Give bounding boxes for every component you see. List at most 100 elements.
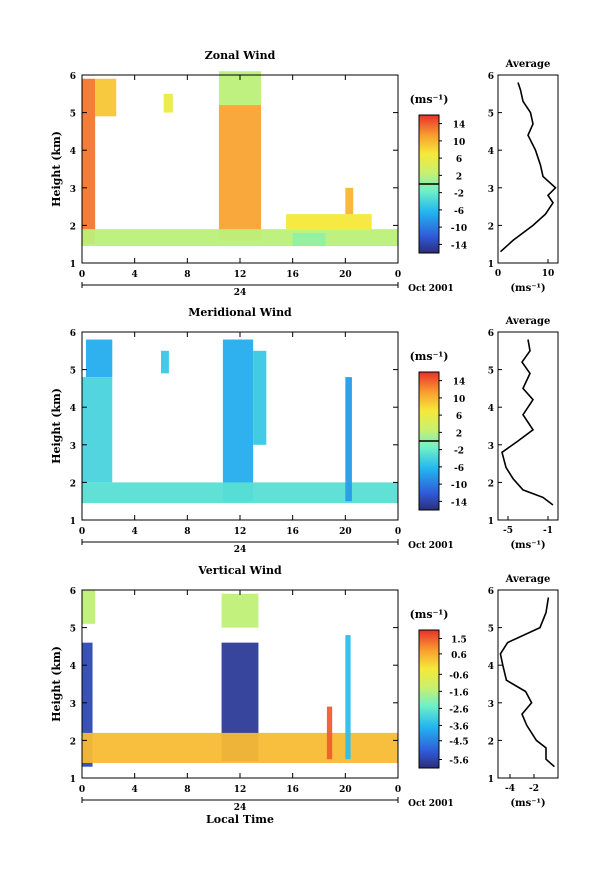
x-axis-title: Local Time xyxy=(206,813,274,826)
colorbar-tick-label: 14 xyxy=(453,378,466,388)
colorbar-tick-label: -0.6 xyxy=(449,671,468,681)
colorbar-tick-label: 1.5 xyxy=(451,636,467,646)
colorbar xyxy=(418,629,440,769)
profile-line xyxy=(499,82,557,253)
y-tick-label: 4 xyxy=(70,662,76,672)
heatmap-cell xyxy=(161,350,169,374)
profile-y-tick-label: 1 xyxy=(488,260,494,270)
y-tick-label: 2 xyxy=(70,479,76,489)
colorbar-tick-label: -2 xyxy=(454,190,464,200)
colorbar-tick-label: 14 xyxy=(453,121,466,131)
profile-frame xyxy=(497,74,559,264)
colorbar-tick-label: -14 xyxy=(451,498,467,508)
colorbar-tick-label: -2.6 xyxy=(449,705,468,715)
day-label: 24 xyxy=(234,803,247,813)
colorbar-tick-label: -10 xyxy=(451,224,467,234)
colorbar-tick-label: -14 xyxy=(451,241,467,251)
x-tick-label: 8 xyxy=(184,527,190,537)
x-tick-label: 4 xyxy=(132,785,138,795)
profile-y-tick-label: 5 xyxy=(488,110,494,120)
x-tick-label: 0 xyxy=(79,527,85,537)
profile-x-tick-label: 0 xyxy=(495,269,501,279)
profile-y-tick-label: 3 xyxy=(488,185,494,195)
x-tick-label: 16 xyxy=(286,785,299,795)
colorbar-tick-label: 10 xyxy=(453,138,466,148)
profile-y-tick-label: 2 xyxy=(488,737,494,747)
profile-y-tick-label: 6 xyxy=(488,329,494,339)
x-tick-label: 16 xyxy=(286,527,299,537)
heatmap-cell xyxy=(286,214,372,230)
y-tick-label: 4 xyxy=(70,147,76,157)
y-tick-label: 1 xyxy=(70,517,76,527)
y-tick-label: 1 xyxy=(70,775,76,785)
heatmap-cell xyxy=(253,350,267,445)
colorbar-tick-label: -5.6 xyxy=(449,756,468,766)
profile-y-tick-label: 3 xyxy=(488,442,494,452)
date-label: Oct 2001 xyxy=(408,799,454,809)
x-tick-label: 12 xyxy=(234,270,247,280)
colorbar-tick-label: -4.5 xyxy=(449,738,468,748)
profile-y-tick-label: 4 xyxy=(488,404,494,414)
colorbar-tick-label: -6 xyxy=(454,464,464,474)
heatmap-cell xyxy=(292,232,326,247)
colorbar-tick-label: 6 xyxy=(456,412,462,422)
heatmap-cell xyxy=(345,635,351,760)
y-tick-label: 6 xyxy=(70,587,76,597)
y-tick-label: 5 xyxy=(70,110,76,120)
x-tick-label: 4 xyxy=(132,527,138,537)
day-label: 24 xyxy=(234,545,247,555)
profile-line xyxy=(501,339,554,506)
profile-x-label: (ms⁻¹) xyxy=(510,540,545,551)
profile-x-tick-label: -2 xyxy=(529,784,539,794)
heatmap-cell xyxy=(82,229,398,247)
x-tick-label: 16 xyxy=(286,270,299,280)
colorbar-tick-label: -6 xyxy=(454,207,464,217)
profile-y-tick-label: 5 xyxy=(488,625,494,635)
x-tick-label: 8 xyxy=(184,785,190,795)
heatmap-cell xyxy=(221,593,259,628)
heatmap-cell xyxy=(218,105,262,241)
x-tick-label: 0 xyxy=(395,270,401,280)
x-tick-label: 20 xyxy=(339,785,352,795)
y-tick-label: 5 xyxy=(70,625,76,635)
profile-y-tick-label: 2 xyxy=(488,222,494,232)
colorbar-tick-label: 0.6 xyxy=(451,651,467,661)
x-tick-label: 12 xyxy=(234,785,247,795)
profile-line xyxy=(499,597,555,768)
heatmap-cell xyxy=(222,339,254,502)
heatmap-cell xyxy=(82,590,96,624)
colorbar-tick-label: 2 xyxy=(456,429,462,439)
day-label: 24 xyxy=(234,288,247,298)
colorbar-tick-label: -3.6 xyxy=(449,722,468,732)
y-tick-label: 5 xyxy=(70,367,76,377)
y-tick-label: 3 xyxy=(70,442,76,452)
colorbar-tick-label: -1.6 xyxy=(449,688,468,698)
heatmap-cell xyxy=(163,93,173,113)
x-tick-label: 0 xyxy=(79,270,85,280)
y-axis-label: Height (km) xyxy=(50,388,63,464)
colorbar-tick-label: -10 xyxy=(451,481,467,491)
y-tick-label: 3 xyxy=(70,185,76,195)
panel-title: Vertical Wind xyxy=(197,564,282,577)
profile-x-tick-label: -1 xyxy=(543,526,553,536)
profile-frame xyxy=(497,331,559,521)
y-tick-label: 3 xyxy=(70,700,76,710)
heatmap-cell xyxy=(82,482,398,504)
heatmap-cell xyxy=(82,642,93,767)
date-label: Oct 2001 xyxy=(408,541,454,551)
panel-title: Zonal Wind xyxy=(205,49,276,62)
x-tick-label: 4 xyxy=(132,270,138,280)
x-tick-label: 20 xyxy=(339,270,352,280)
profile-y-tick-label: 2 xyxy=(488,479,494,489)
x-tick-label: 12 xyxy=(234,527,247,537)
profile-y-tick-label: 1 xyxy=(488,775,494,785)
colorbar-tick-label: -2 xyxy=(454,447,464,457)
colorbar-tick-label: 10 xyxy=(453,395,466,405)
y-tick-label: 2 xyxy=(70,737,76,747)
profile-frame xyxy=(497,589,559,779)
heatmap-cell xyxy=(82,377,113,483)
y-tick-label: 4 xyxy=(70,404,76,414)
x-tick-label: 0 xyxy=(395,527,401,537)
